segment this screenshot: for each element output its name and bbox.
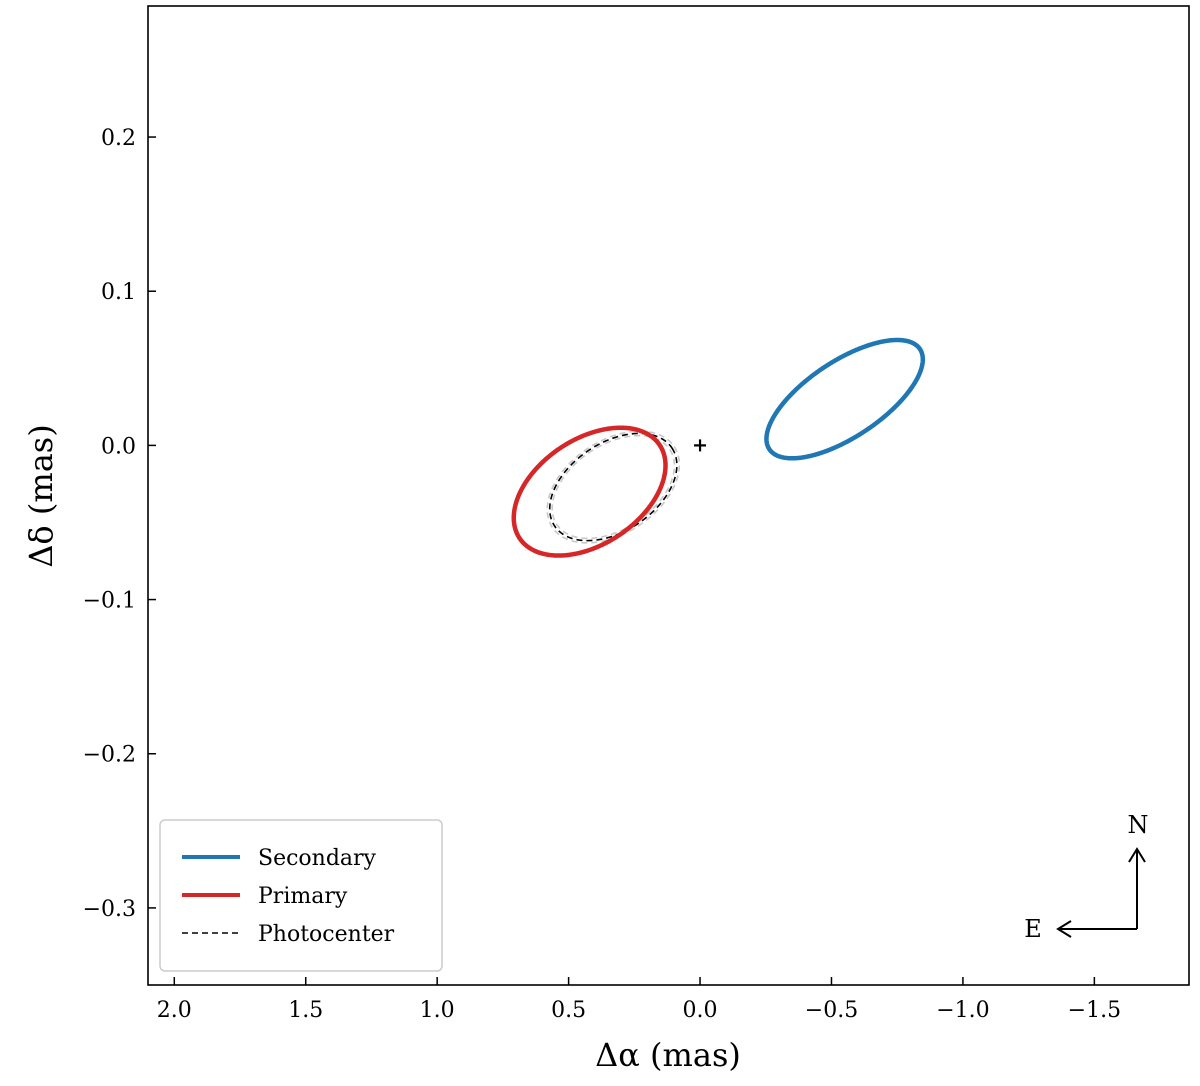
x-tick-label: −0.5 <box>805 998 858 1023</box>
series-secondary-orbit <box>764 337 926 461</box>
east-label: E <box>1024 915 1042 943</box>
y-tick-label: −0.2 <box>83 743 136 768</box>
series-photocenter-orbit <box>548 432 678 542</box>
x-axis-label: Δα (mas) <box>595 1036 741 1074</box>
y-tick-label: −0.1 <box>83 589 136 614</box>
y-axis-label: Δδ (mas) <box>22 424 60 567</box>
legend-label-photocenter: Photocenter <box>258 922 395 947</box>
x-tick-label: 0.5 <box>551 998 586 1023</box>
legend: Secondary Primary Photocenter <box>159 819 443 972</box>
x-tick-label: −1.0 <box>936 998 989 1023</box>
compass: N E <box>1024 811 1148 943</box>
x-tick-label: 1.0 <box>420 998 455 1023</box>
y-tick-label: 0.2 <box>101 126 136 151</box>
center-marker <box>694 439 707 452</box>
legend-label-secondary: Secondary <box>258 846 377 871</box>
photocenter-uncertainty-0 <box>546 430 681 544</box>
y-tick-label: 0.0 <box>101 434 136 459</box>
y-tick-label: −0.3 <box>83 897 136 922</box>
north-arrow-head <box>1128 847 1146 863</box>
x-axis-ticks: 2.0 1.5 1.0 0.5 0.0 −0.5 −1.0 −1.5 <box>157 977 1121 1023</box>
x-tick-label: 2.0 <box>157 998 192 1023</box>
legend-label-primary: Primary <box>258 884 348 909</box>
east-arrow-head <box>1056 920 1072 938</box>
y-tick-label: 0.1 <box>101 280 136 305</box>
north-label: N <box>1128 811 1149 839</box>
series-primary-orbit <box>511 425 668 558</box>
orbit-curves <box>511 337 926 558</box>
x-tick-label: −1.5 <box>1068 998 1121 1023</box>
x-tick-label: 1.5 <box>288 998 323 1023</box>
photocenter-uncertainty-1 <box>551 434 676 540</box>
plot-frame <box>147 5 1190 986</box>
y-axis-ticks: 0.2 0.1 0.0 −0.1 −0.2 −0.3 <box>83 126 156 922</box>
x-tick-label: 0.0 <box>683 998 718 1023</box>
